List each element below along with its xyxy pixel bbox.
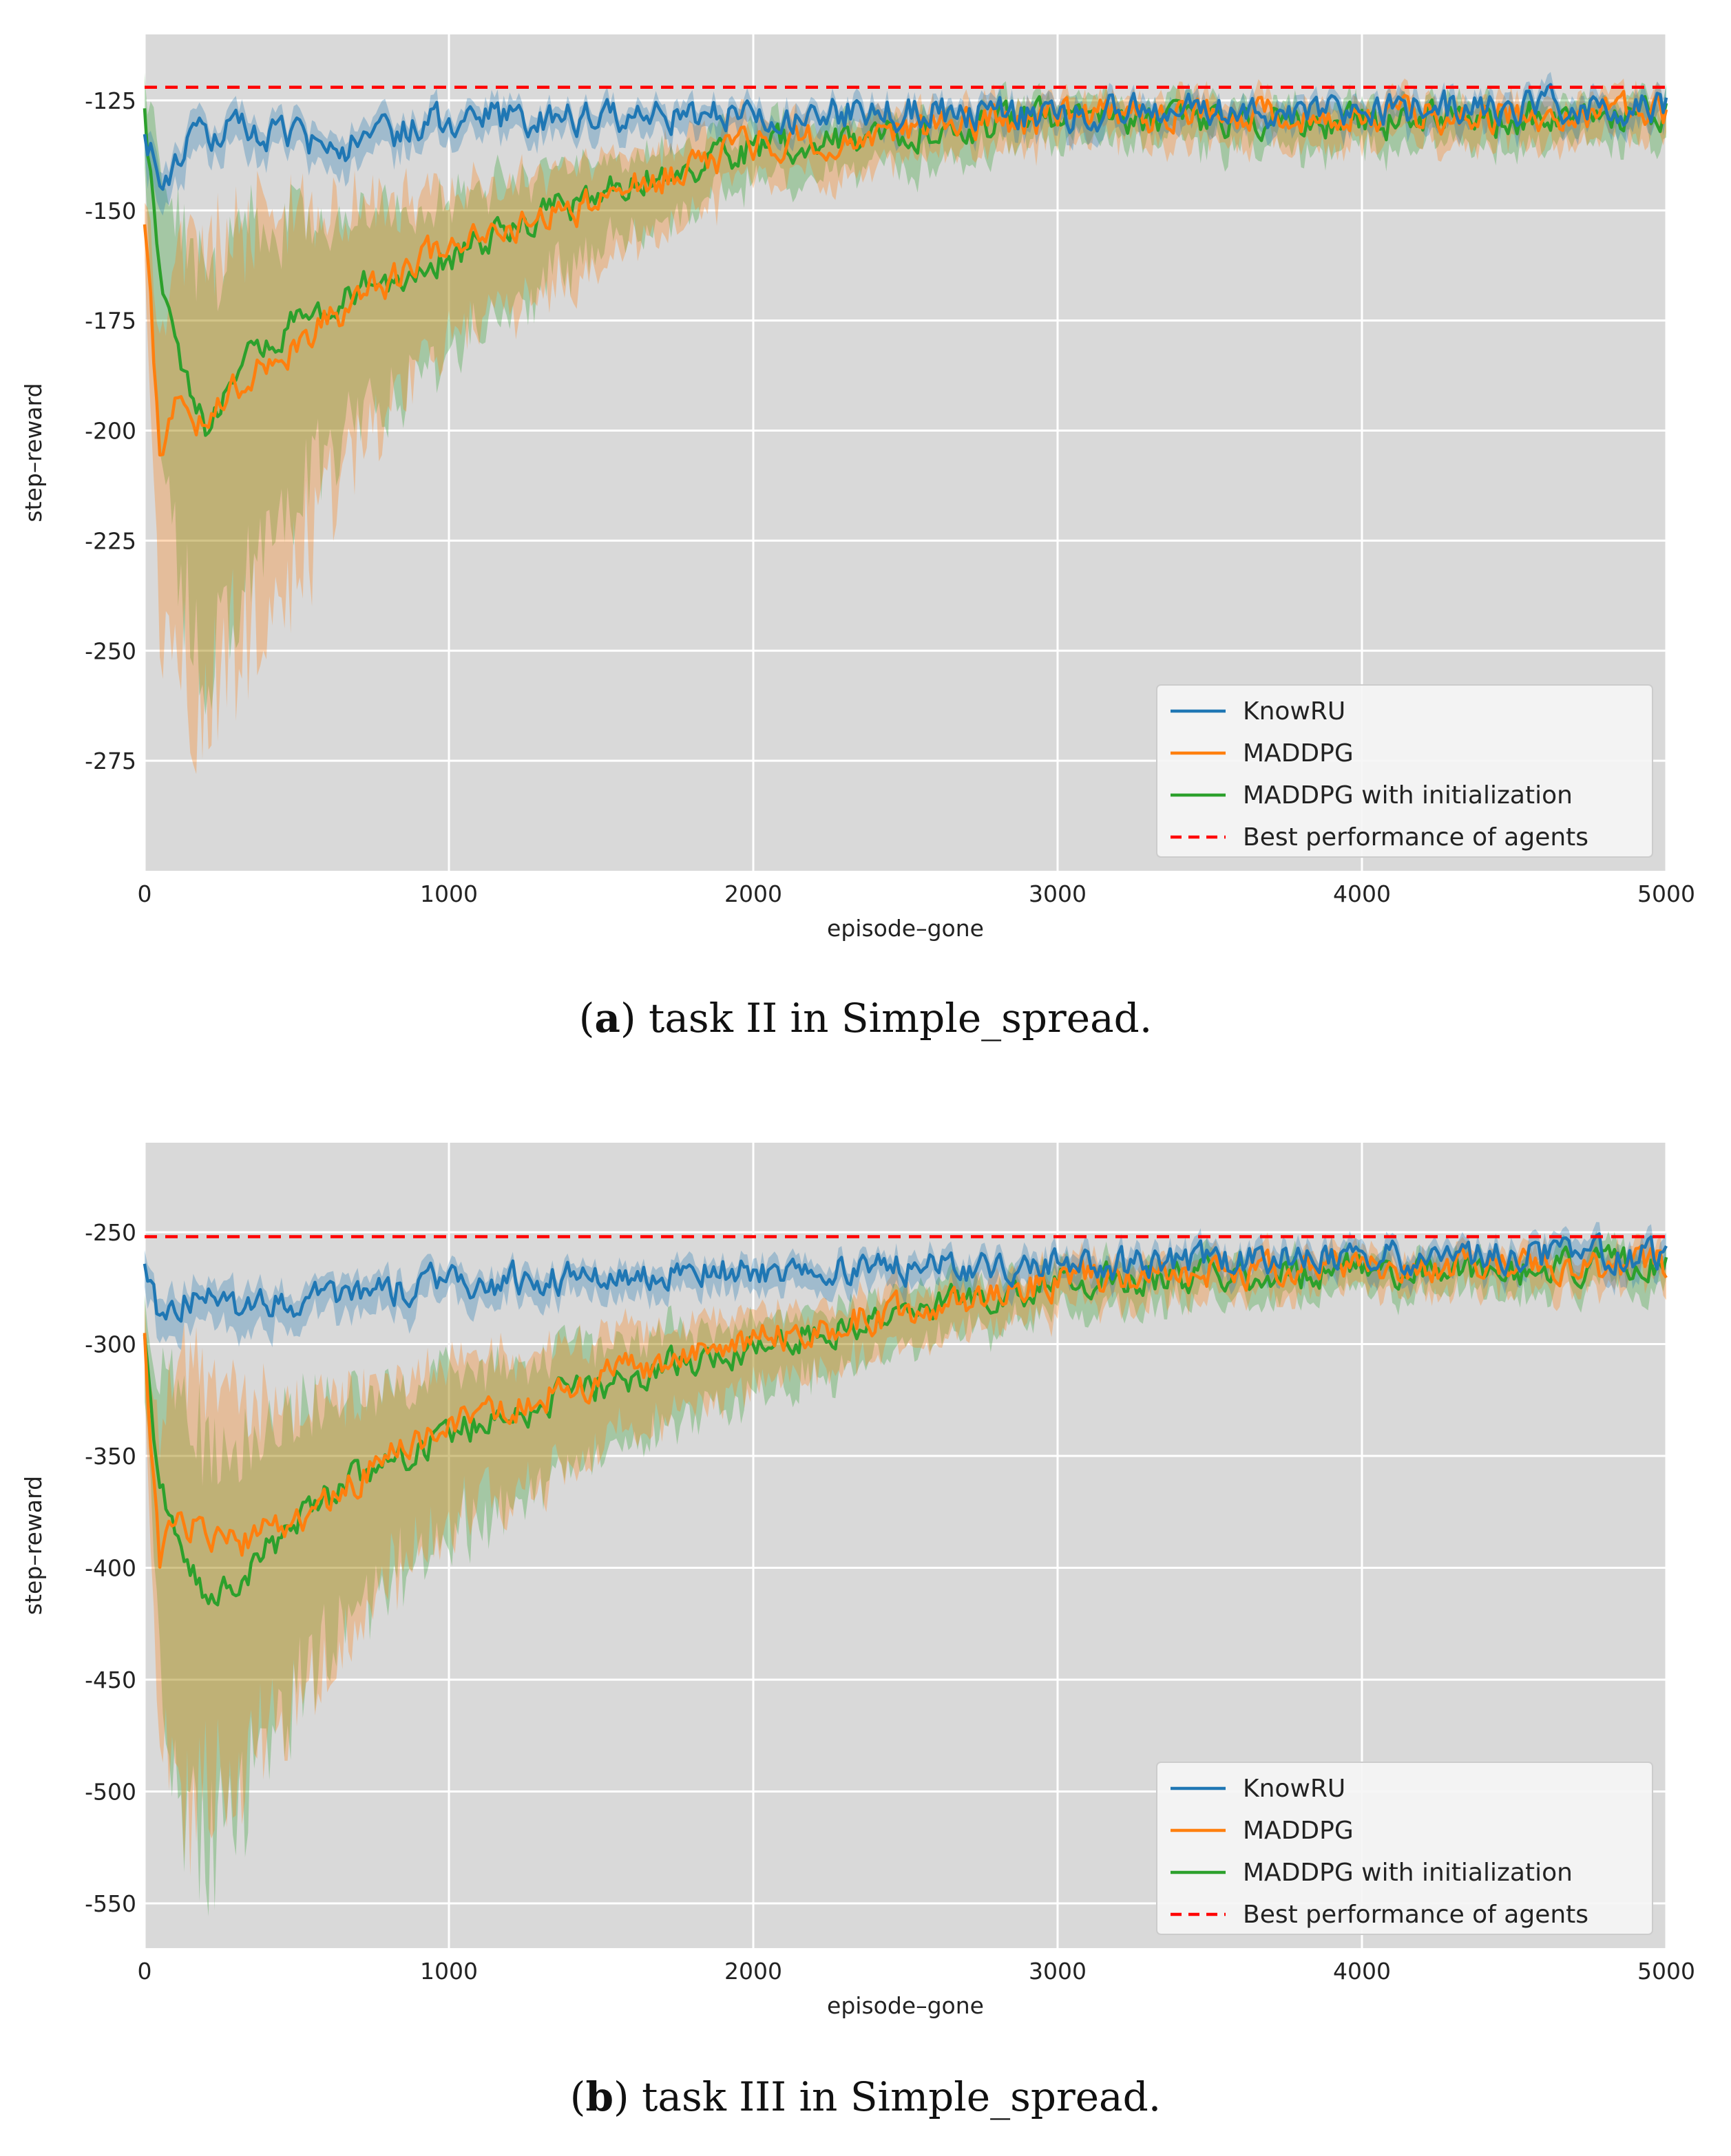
y-tick-label: -225 [85, 527, 136, 554]
x-tick-label: 3000 [1029, 1958, 1087, 1985]
chart-b: 0 1000 2000 3000 4000 5000 -250 -300 -350 -400 -45… [20, 1143, 1695, 2019]
x-tick-label: 2000 [724, 1958, 782, 1985]
caption-b: (b) task III in Simple_spread. [569, 2073, 1162, 2120]
y-tick-label: -275 [85, 748, 136, 774]
caption-a: (a) task II in Simple_spread. [578, 995, 1153, 1042]
y-tick-label: -400 [85, 1555, 136, 1582]
legend-label: KnowRU [1243, 697, 1345, 726]
series-line-knowru [143, 1232, 1668, 1323]
x-tick-label: 0 [138, 880, 152, 907]
y-tick-label: -500 [85, 1779, 136, 1806]
x-tick-label: 4000 [1333, 1958, 1391, 1985]
legend-label: MADDPG [1243, 739, 1354, 768]
caption-a-text: task II in Simple_spread. [649, 995, 1153, 1042]
legend-label: MADDPG [1243, 1817, 1354, 1845]
x-tick-label: 5000 [1637, 880, 1695, 907]
x-tick-label: 4000 [1333, 880, 1391, 907]
band-maddpg [145, 1232, 1666, 1877]
x-tick-label: 2000 [724, 880, 782, 907]
y-tick-label: -175 [85, 308, 136, 335]
y-tick-label: -350 [85, 1443, 136, 1470]
y-axis-label: step–reward [20, 1476, 47, 1615]
y-tick-label: -125 [85, 87, 136, 114]
y-tick-label: -150 [85, 198, 136, 224]
y-axis-label: step–reward [20, 383, 47, 522]
caption-b-label: b [585, 2073, 613, 2120]
legend-label: KnowRU [1243, 1775, 1345, 1803]
caption-a-label: a [594, 995, 620, 1042]
legend-box [1156, 1762, 1653, 1935]
legend-label: Best performance of agents [1243, 823, 1588, 852]
legend-label: MADDPG with initialization [1243, 1859, 1573, 1887]
y-tick-label: -550 [85, 1890, 136, 1917]
legend-box [1156, 684, 1653, 858]
y-tick-label: -250 [85, 1219, 136, 1246]
x-tick-label: 1000 [420, 880, 478, 907]
series-line-init [143, 95, 1668, 437]
legend-label: MADDPG with initialization [1243, 781, 1573, 810]
caption-b-text: task III in Simple_spread. [642, 2073, 1162, 2120]
x-tick-label: 0 [138, 1958, 152, 1985]
y-tick-label: -450 [85, 1667, 136, 1693]
x-tick-label: 3000 [1029, 880, 1087, 907]
band-init [145, 72, 1666, 715]
x-tick-label: 5000 [1637, 1958, 1695, 1985]
x-axis-label: episode–gone [827, 1992, 984, 2019]
chart-a: 0 1000 2000 3000 4000 5000 -125 -150 -175 -200 -22… [20, 34, 1695, 942]
y-tick-label: -250 [85, 637, 136, 664]
legend-label: Best performance of agents [1243, 1901, 1588, 1929]
band-init [145, 1231, 1666, 1916]
x-tick-label: 1000 [420, 1958, 478, 1985]
band-maddpg [145, 78, 1666, 774]
y-tick-label: -200 [85, 418, 136, 445]
y-tick-label: -300 [85, 1331, 136, 1358]
series-line-knowru [143, 83, 1668, 191]
x-axis-label: episode–gone [827, 915, 984, 942]
